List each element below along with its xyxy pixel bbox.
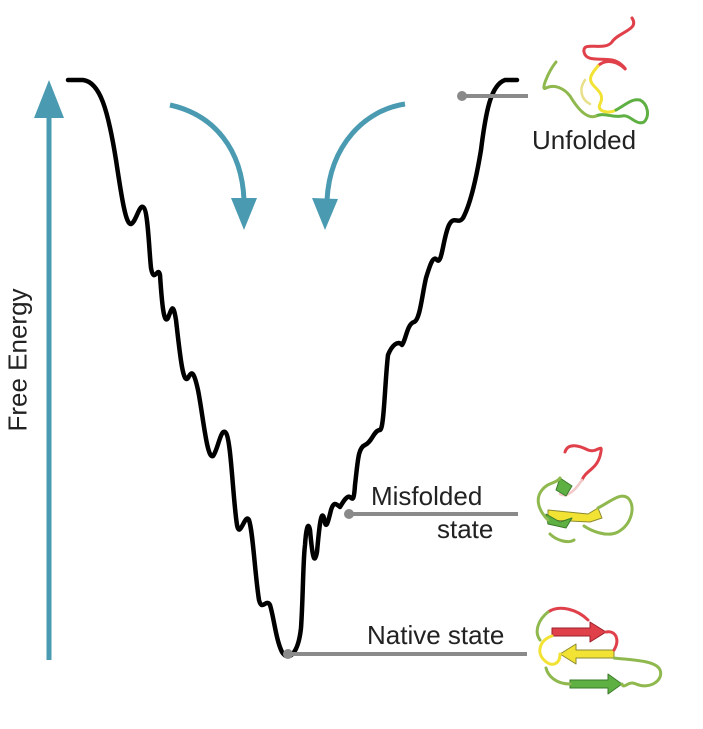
native-leader [283,649,527,659]
misfolded-leader [344,509,518,519]
misfolded-label-line1: Misfolded [371,481,483,511]
misfolded-label-line2: state [437,514,494,544]
free-energy-axis-label: Free Energy [2,288,33,432]
native-protein-icon [535,606,663,695]
native-state-label: Native state [367,620,505,650]
unfolded-leader [457,91,528,101]
energy-axis-arrow [34,80,64,660]
energy-landscape-curve [65,77,520,659]
misfolded-protein-icon [536,444,634,544]
unfolded-label: Unfolded [532,125,637,155]
funnel-arrow-left [169,102,257,230]
funnel-arrow-right [312,101,406,230]
unfolded-protein-icon [542,16,649,125]
